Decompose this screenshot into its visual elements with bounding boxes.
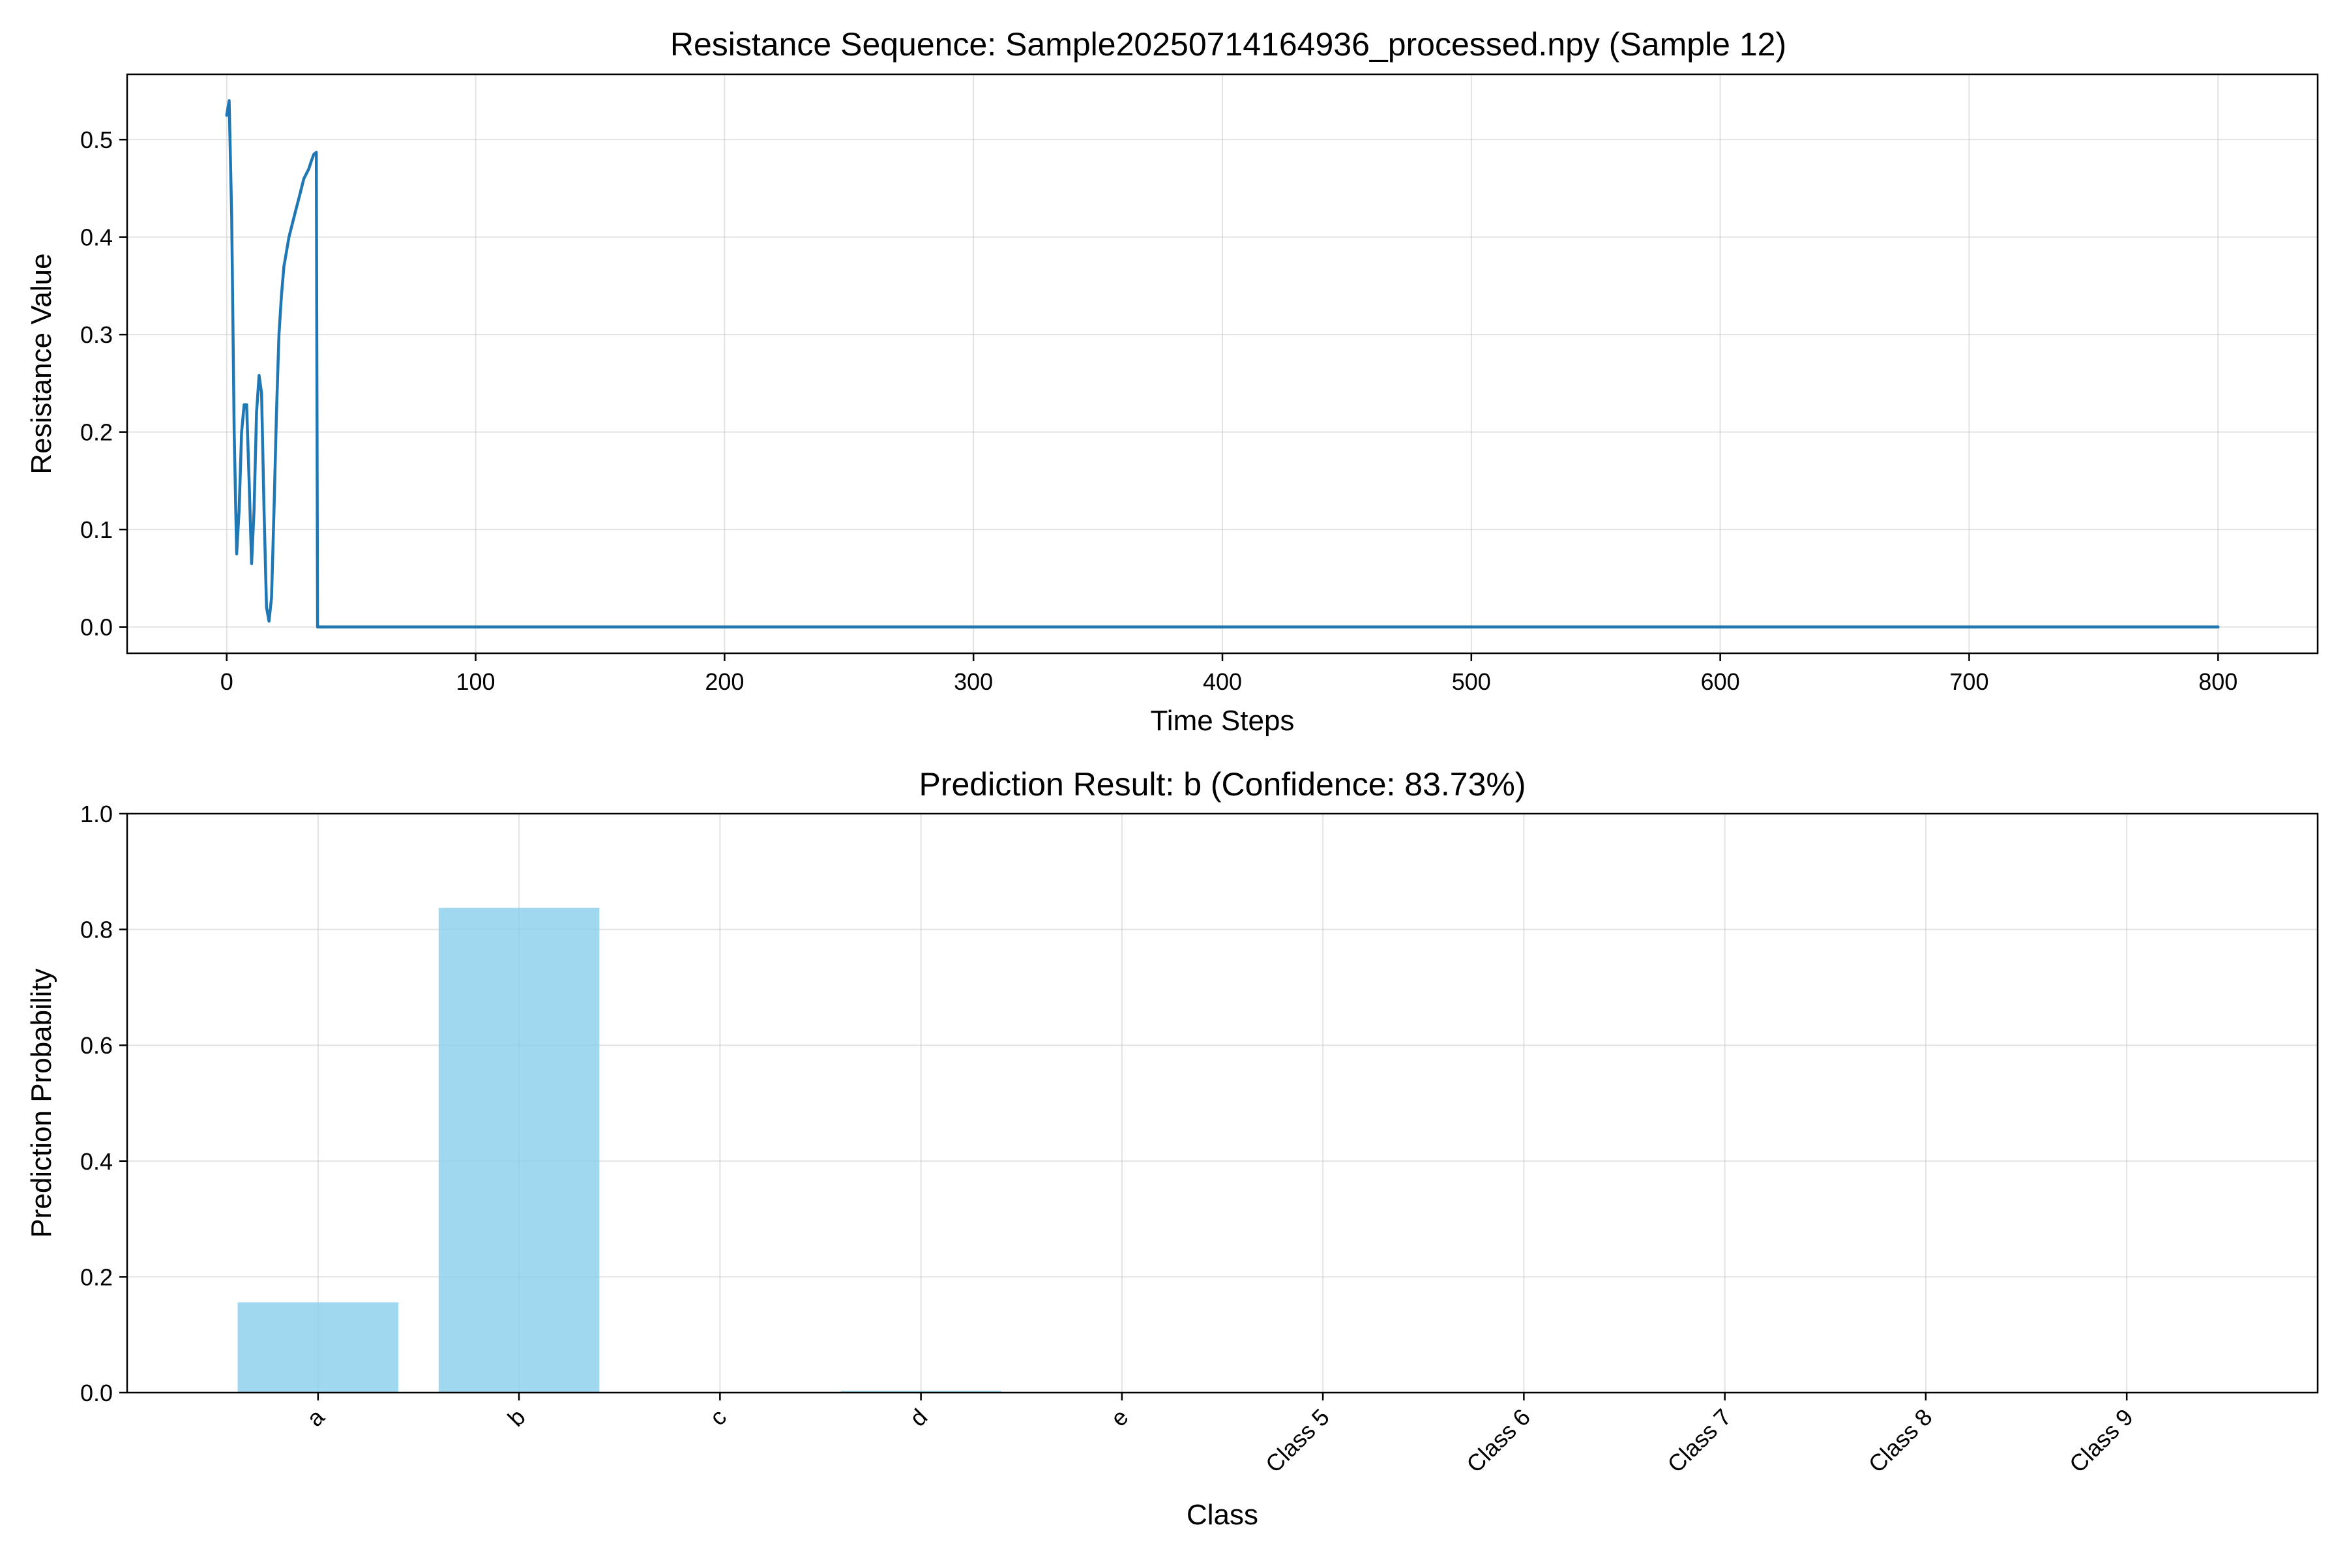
line-chart-y-axis-label: Resistance Value [25,253,57,474]
line-chart-y-tick-label: 0.4 [80,224,113,251]
bar-chart-x-axis-label: Class [1187,1499,1258,1531]
line-chart-x-tick-label: 600 [1701,668,1740,695]
bar-chart-y-tick-label: 0.0 [80,1380,113,1406]
bar-chart-y-axis-label: Prediction Probability [25,968,57,1237]
line-chart-x-tick-label: 300 [954,668,993,695]
bar-chart-frame [126,812,2319,1394]
bar-chart-y-tick-label: 0.4 [80,1148,113,1175]
line-chart-x-tick-label: 0 [220,668,233,695]
line-chart-y-tick-label: 0.5 [80,126,113,153]
line-chart-x-tick-label: 800 [2198,668,2237,695]
line-chart-y-tick-label: 0.3 [80,321,113,348]
line-chart-x-ticks: 0 100 200 300 400 500 600 700 800 [220,653,2237,695]
line-chart-y-tick-label: 0.0 [80,614,113,641]
line-chart-x-tick-label: 200 [705,668,744,695]
line-chart-x-tick-label: 500 [1452,668,1491,695]
line-chart-x-tick-label: 100 [456,668,495,695]
bar-d [840,1391,1001,1393]
bar-chart-title: Prediction Result: b (Confidence: 83.73%… [919,766,1526,803]
bar-chart-bars [237,908,2207,1393]
bar-chart-y-tick-label: 0.6 [80,1032,113,1059]
line-chart-x-tick-label: 700 [1949,668,1988,695]
bar-a [237,1302,399,1393]
line-chart-x-tick-label: 400 [1203,668,1242,695]
line-chart-y-tick-label: 0.2 [80,419,113,446]
line-chart-series [225,99,2220,629]
bar-chart-y-tick-label: 0.2 [80,1264,113,1290]
bar-chart-y-ticks: 0.0 0.2 0.4 0.6 0.8 1.0 [80,801,127,1406]
line-chart-x-axis-label: Time Steps [1151,705,1295,737]
bar-chart-y-tick-label: 0.8 [80,917,113,943]
resistance-line-chart: Resistance Sequence: Sample2025071416493… [25,26,2319,737]
bar-chart-y-tick-label: 1.0 [80,801,113,827]
bar-b [438,908,600,1393]
resistance-series-line [225,99,2220,629]
line-chart-y-ticks: 0.0 0.1 0.2 0.3 0.4 0.5 [80,126,127,641]
line-chart-grid [127,74,2318,653]
line-chart-title: Resistance Sequence: Sample2025071416493… [670,26,1786,63]
line-chart-y-tick-label: 0.1 [80,516,113,543]
